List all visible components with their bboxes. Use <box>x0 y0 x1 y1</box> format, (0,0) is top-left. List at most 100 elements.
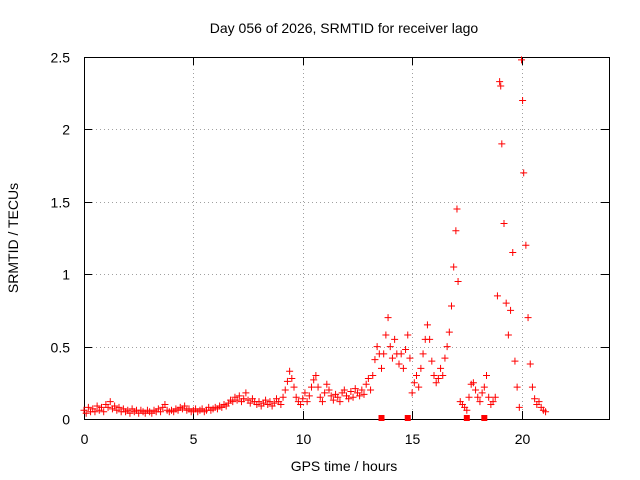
data-point <box>292 393 300 401</box>
data-point <box>281 386 289 394</box>
data-point <box>290 383 298 391</box>
data-point <box>522 241 530 249</box>
data-point <box>288 374 296 382</box>
data-point <box>104 403 112 411</box>
chart-title: Day 056 of 2026, SRMTID for receiver lag… <box>210 20 479 36</box>
y-tick-label: 2.5 <box>51 50 71 66</box>
data-point <box>465 393 473 401</box>
data-point <box>413 372 420 380</box>
data-point <box>406 354 414 362</box>
data-point <box>93 402 101 410</box>
data-point <box>485 393 493 401</box>
data-point <box>360 390 368 398</box>
data-point <box>329 396 337 404</box>
data-point <box>520 169 528 177</box>
data-point <box>399 364 407 372</box>
data-point <box>340 386 348 394</box>
data-point <box>388 354 396 362</box>
y-tick-label: 1.5 <box>51 195 71 211</box>
data-point <box>161 401 169 409</box>
zero-marker <box>463 415 470 421</box>
x-tick-label: 10 <box>296 431 312 447</box>
data-point <box>496 78 504 86</box>
y-tick-label: 1 <box>62 267 70 283</box>
zero-marker <box>481 415 488 421</box>
data-point <box>472 386 480 394</box>
data-point <box>246 399 254 407</box>
axes: 0 0.5 1 1.5 2 2.5 0 5 10 15 20 <box>51 50 609 447</box>
data-point <box>283 377 291 385</box>
data-point <box>347 387 355 395</box>
data-point <box>391 335 399 343</box>
y-tick-label: 0.5 <box>51 340 71 356</box>
data-point <box>439 372 447 380</box>
data-point <box>349 393 357 401</box>
data-point <box>362 380 370 388</box>
data-point <box>371 356 379 364</box>
data-point <box>502 299 510 307</box>
data-point <box>528 383 536 391</box>
data-point <box>277 401 285 409</box>
data-point <box>301 389 309 397</box>
data-point <box>235 392 243 400</box>
data-point <box>454 277 462 285</box>
data-point <box>448 302 455 310</box>
data-point <box>369 372 377 380</box>
data-point <box>286 367 294 375</box>
zero-marker <box>378 415 385 421</box>
data-point <box>404 331 412 339</box>
data-point <box>358 386 366 394</box>
data-point <box>378 364 385 372</box>
data-point <box>402 345 410 353</box>
y-tick-label: 2 <box>62 122 70 138</box>
data-point <box>345 395 353 403</box>
data-point <box>443 343 451 351</box>
data-point <box>270 399 278 407</box>
data-point <box>423 321 431 329</box>
data-point <box>308 383 315 391</box>
data-point <box>255 398 263 406</box>
data-point <box>509 248 517 256</box>
data-point <box>518 56 525 64</box>
data-point <box>478 389 486 397</box>
data-point <box>441 354 449 362</box>
data-point <box>480 383 488 391</box>
data-point <box>417 364 425 372</box>
data-point <box>511 357 519 365</box>
data-point <box>303 398 311 406</box>
data-point <box>500 220 508 228</box>
data-point <box>408 389 416 397</box>
data-point <box>126 409 134 417</box>
y-axis-label: SRMTID / TECUs <box>5 183 21 293</box>
plot-frame <box>84 57 610 420</box>
data-point <box>489 398 497 406</box>
data-point <box>410 379 418 387</box>
data-point <box>115 403 123 411</box>
data-point <box>100 408 108 416</box>
data-point <box>233 396 241 404</box>
data-point <box>504 331 512 339</box>
data-point <box>299 395 307 403</box>
data-point <box>524 314 532 322</box>
data-point <box>430 372 438 380</box>
data-points <box>80 56 550 421</box>
data-point <box>450 263 458 271</box>
data-point <box>334 393 342 401</box>
data-point <box>91 408 99 416</box>
data-point <box>106 398 114 406</box>
data-point <box>111 402 119 410</box>
data-point <box>310 376 318 384</box>
data-point <box>321 389 329 397</box>
data-point <box>519 96 527 104</box>
data-point <box>181 402 189 410</box>
data-point <box>262 396 270 404</box>
data-point <box>325 386 333 394</box>
data-point <box>229 398 237 406</box>
x-tick-label: 5 <box>190 431 198 447</box>
data-point <box>82 409 90 417</box>
data-point <box>463 406 471 414</box>
data-point <box>437 364 445 372</box>
data-point <box>305 392 313 400</box>
data-point <box>384 314 392 322</box>
